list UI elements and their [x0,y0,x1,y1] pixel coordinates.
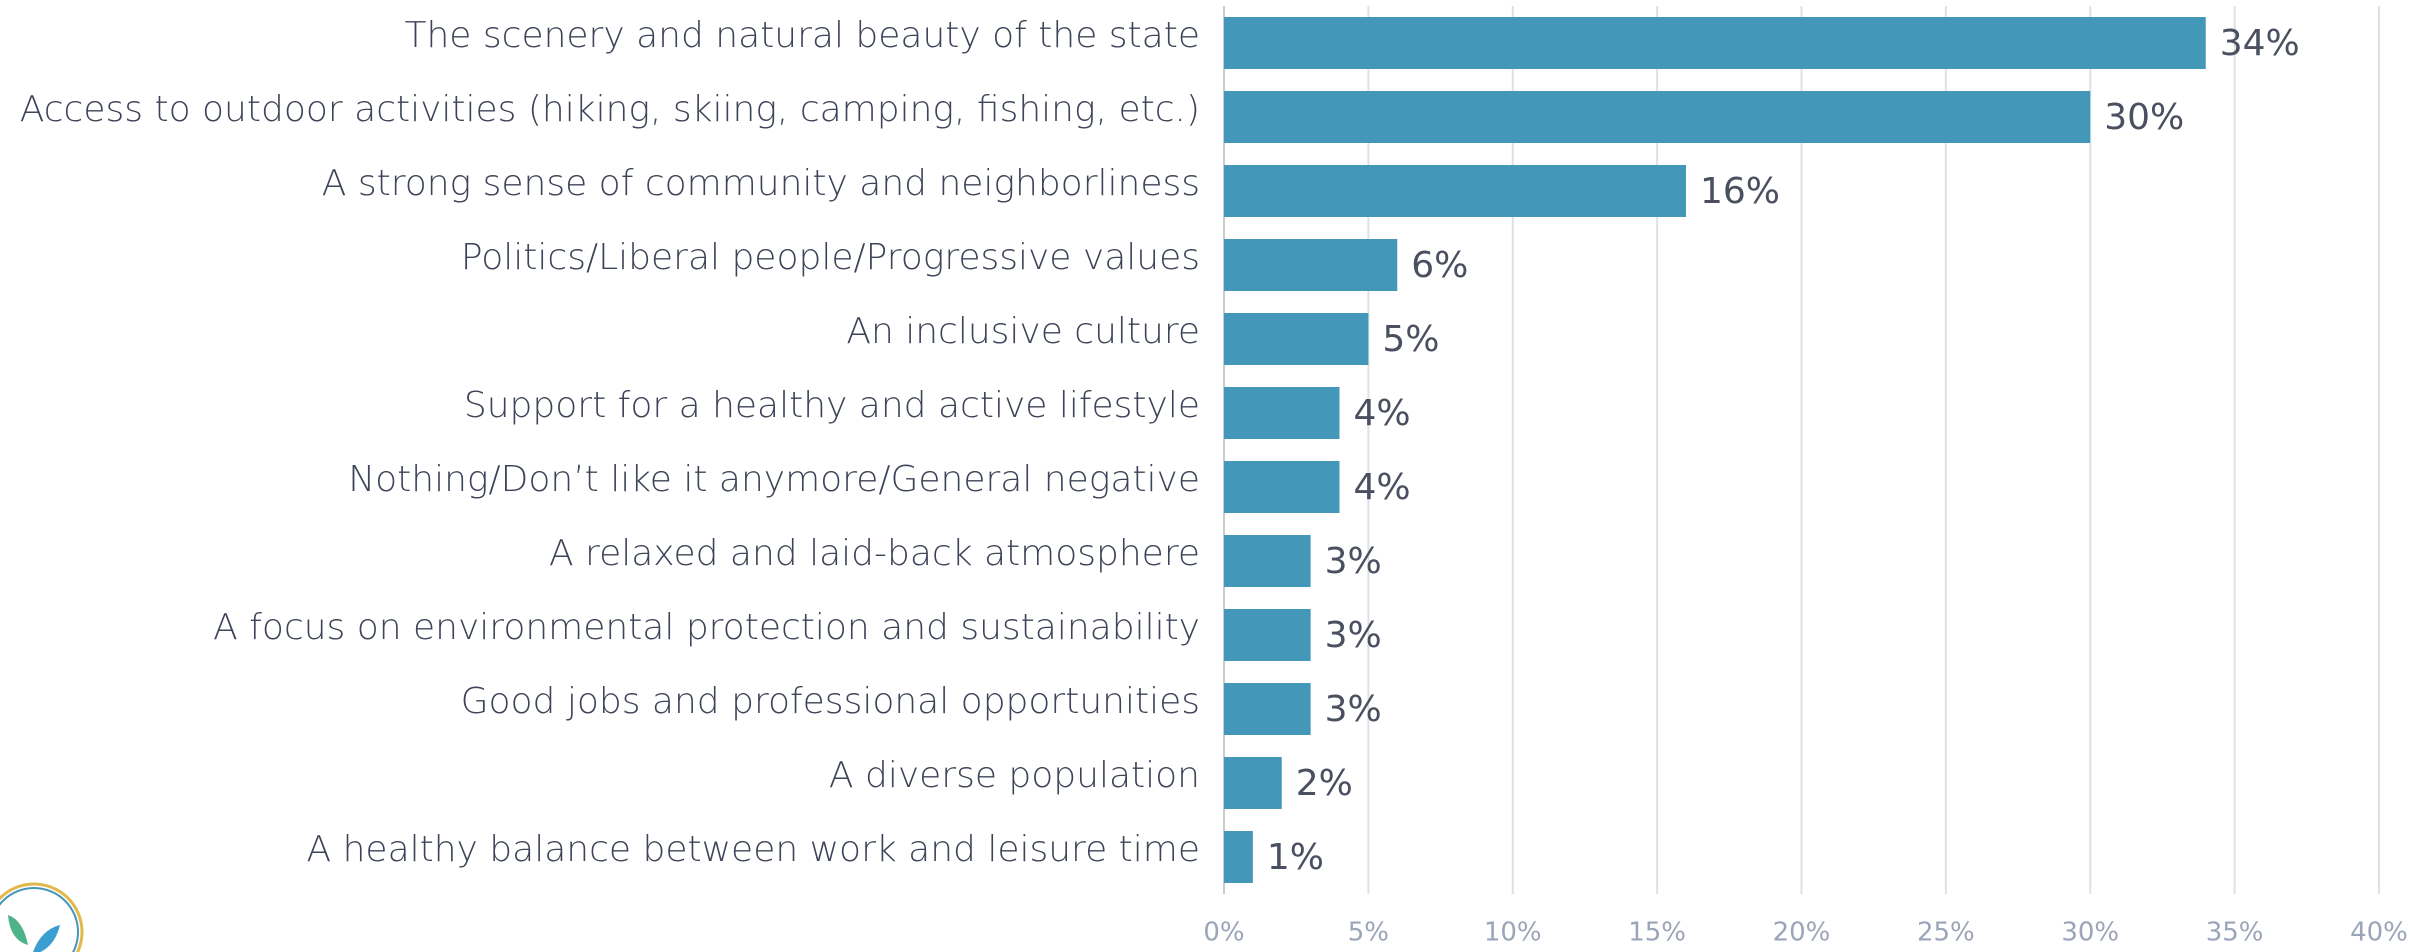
x-tick-label: 5% [1348,918,1389,948]
bar [1224,831,1253,883]
x-tick-label: 30% [2061,918,2119,948]
value-label: 30% [2104,97,2184,138]
value-label: 4% [1354,467,1411,508]
bar [1224,609,1311,661]
bar [1224,387,1340,439]
category-label: The scenery and natural beauty of the st… [405,15,1201,56]
x-tick-label: 0% [1203,918,1244,948]
value-label: 16% [1700,171,1780,212]
category-label: Access to outdoor activities (hiking, sk… [20,89,1200,130]
value-label: 4% [1354,393,1411,434]
bar [1224,461,1340,513]
category-label: Support for a healthy and active lifesty… [464,385,1200,426]
category-label: Politics/Liberal people/Progressive valu… [461,237,1200,278]
x-tick-label: 40% [2350,918,2408,948]
bar [1224,313,1369,365]
value-label: 6% [1411,245,1468,286]
value-label: 3% [1325,615,1382,656]
value-label: 34% [2220,23,2300,64]
bar [1224,757,1282,809]
x-tick-label: 25% [1917,918,1975,948]
category-label: A strong sense of community and neighbor… [322,163,1200,204]
value-label: 5% [1382,319,1439,360]
bar [1224,91,2091,143]
x-tick-label: 20% [1773,918,1831,948]
category-label: A relaxed and laid-back atmosphere [549,533,1200,574]
logo [0,882,84,952]
value-label: 2% [1296,763,1353,804]
category-label: Good jobs and professional opportunities [461,681,1200,722]
category-label: A diverse population [829,755,1200,796]
x-tick-label: 15% [1628,918,1686,948]
value-label: 3% [1325,541,1382,582]
x-tick-label: 35% [2206,918,2264,948]
value-label: 3% [1325,689,1382,730]
x-tick-label: 10% [1484,918,1542,948]
bar [1224,239,1398,291]
category-label: A healthy balance between work and leisu… [307,829,1200,870]
category-label: Nothing/Don’t like it anymore/General ne… [348,459,1200,500]
category-label: An inclusive culture [846,311,1200,352]
category-label: A focus on environmental protection and … [213,607,1200,648]
bar [1224,683,1311,735]
bar [1224,535,1311,587]
value-label: 1% [1267,837,1324,878]
bar [1224,165,1686,217]
bar [1224,17,2206,69]
